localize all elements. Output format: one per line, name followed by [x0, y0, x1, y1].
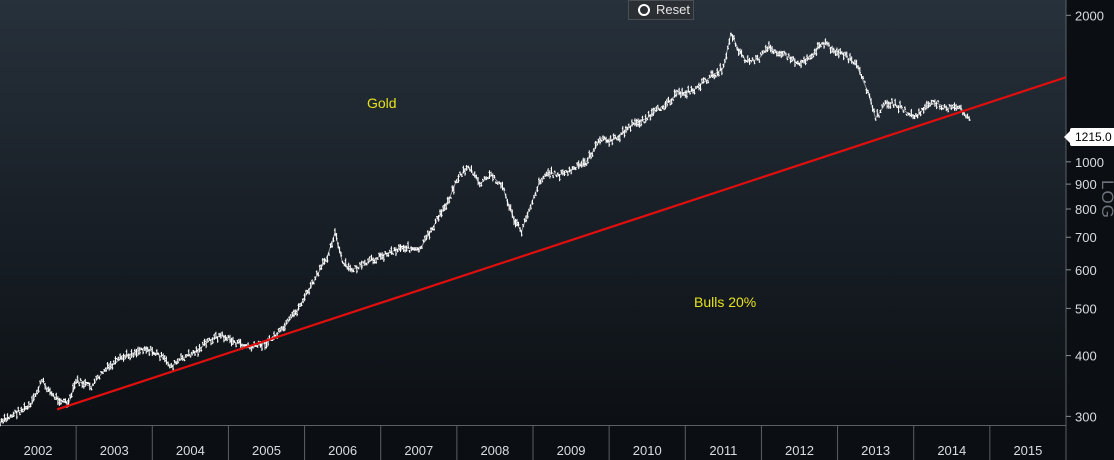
y-tick-label: 2000 — [1075, 8, 1104, 23]
y-tick-label: 400 — [1075, 349, 1097, 364]
y-tick-label: 300 — [1075, 409, 1097, 424]
y-tick-label: 1000 — [1075, 155, 1104, 170]
last-price-badge: 1215.0 — [1064, 128, 1114, 146]
y-tick-label: 700 — [1075, 230, 1097, 245]
reset-button[interactable]: Reset — [628, 0, 694, 20]
x-tick-label: 2011 — [709, 443, 737, 458]
y-tick-label: 800 — [1075, 202, 1097, 217]
x-tick-label: 2002 — [24, 443, 53, 458]
x-tick-label: 2015 — [1013, 443, 1042, 458]
x-tick-label: 2008 — [480, 443, 509, 458]
bulls-annotation: Bulls 20% — [694, 294, 757, 310]
gold-price-line — [0, 31, 972, 424]
x-tick-label: 2005 — [252, 443, 281, 458]
gold-price-bars — [0, 32, 971, 427]
y-tick-label: 600 — [1075, 263, 1097, 278]
trendline — [56, 76, 1067, 411]
x-tick-label: 2003 — [100, 443, 129, 458]
x-tick-label: 2006 — [328, 443, 357, 458]
y-tick-label: 900 — [1075, 177, 1097, 192]
x-tick-label: 2013 — [861, 443, 890, 458]
radio-icon — [638, 4, 650, 16]
x-tick-label: 2007 — [404, 443, 433, 458]
x-tick-label: 2014 — [937, 443, 966, 458]
x-tick-label: 2004 — [176, 443, 205, 458]
y-tick-label: 500 — [1075, 301, 1097, 316]
log-scale-label: LOG — [1098, 180, 1114, 219]
plot-area — [0, 0, 1066, 425]
x-tick-label: 2010 — [633, 443, 662, 458]
reset-label: Reset — [656, 2, 690, 17]
x-tick-label: 2009 — [557, 443, 586, 458]
chart-title-annotation: Gold — [367, 95, 397, 111]
x-tick-label: 2012 — [785, 443, 814, 458]
